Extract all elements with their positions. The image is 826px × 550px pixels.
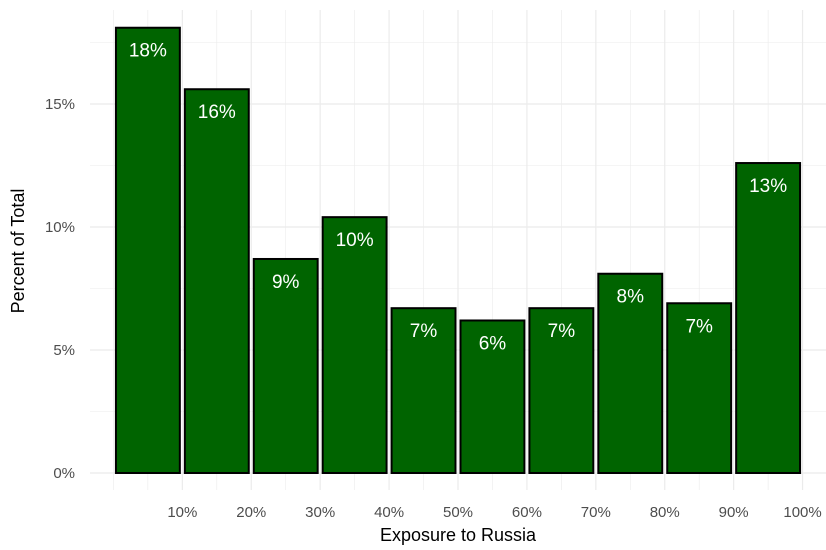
y-tick-label: 10% [45,219,75,236]
y-axis-ticks: 0% 5% 10% 15% [45,96,75,482]
bar-value-label: 6% [479,333,507,354]
y-axis-title: Percent of Total [8,189,28,314]
x-tick-label: 10% [167,504,197,521]
bar [597,272,664,474]
x-tick-label: 100% [783,504,821,521]
bar [528,307,595,474]
bars [114,26,802,475]
y-tick-label: 15% [45,96,75,113]
x-tick-label: 80% [650,504,680,521]
bar-value-label: 9% [272,272,300,293]
bar [183,88,250,475]
x-tick-label: 40% [374,504,404,521]
x-axis-title: Exposure to Russia [380,525,537,545]
bar [459,319,526,475]
bar [735,162,802,474]
x-tick-label: 30% [305,504,335,521]
bar [321,216,388,474]
x-tick-label: 90% [719,504,749,521]
bar-value-label: 7% [548,321,576,342]
bar-value-label: 10% [336,230,374,251]
x-tick-label: 50% [443,504,473,521]
bar [390,307,457,474]
x-tick-label: 20% [236,504,266,521]
bar [666,302,733,475]
bar [114,26,181,475]
bar-value-label: 18% [129,41,167,62]
bar-value-label: 13% [749,176,787,197]
x-tick-label: 70% [581,504,611,521]
bar-labels: 18% 16% 9% 10% 7% 6% 7% 8% 7% 13% [129,41,787,355]
bar-value-label: 7% [410,321,438,342]
x-tick-label: 60% [512,504,542,521]
bar-value-label: 16% [198,102,236,123]
y-tick-label: 0% [53,465,75,482]
bar-value-label: 8% [617,287,645,308]
bar-value-label: 7% [685,316,713,337]
bar [252,257,319,475]
y-tick-label: 5% [53,342,75,359]
x-axis-ticks: 10% 20% 30% 40% 50% 60% 70% 80% 90% 100% [167,504,821,521]
